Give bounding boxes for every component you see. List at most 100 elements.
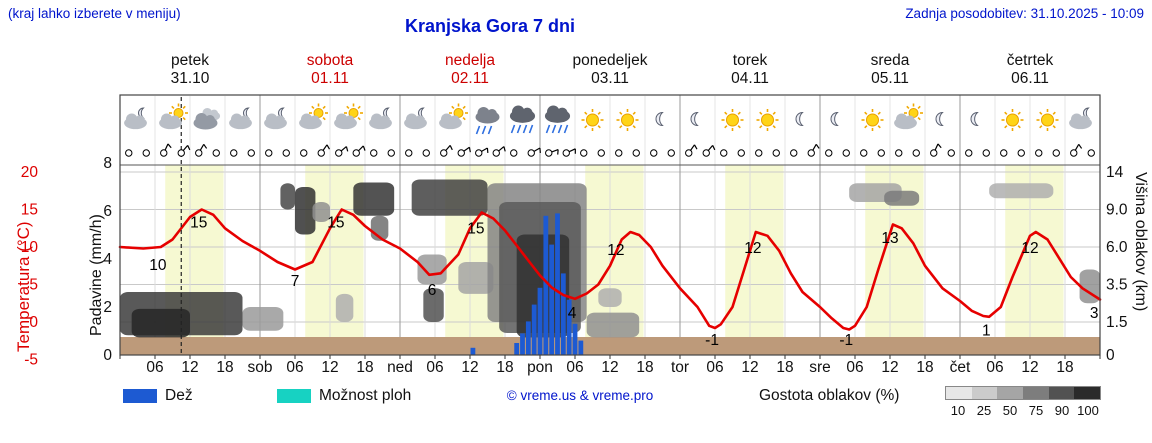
x-axis-label: 18 <box>636 359 653 376</box>
wind-calm-icon <box>650 149 658 157</box>
density-bar <box>945 386 1101 400</box>
wind-calm-icon <box>125 149 133 157</box>
wind-calm-icon <box>422 149 430 157</box>
weather-icon-sun-cloud <box>894 103 923 130</box>
rain-bar <box>514 343 520 355</box>
weather-icon-sun-cloud <box>299 103 328 130</box>
wind-calm-icon <box>912 149 920 157</box>
wind-barb-icon <box>702 144 716 157</box>
x-axis-label: 06 <box>146 359 163 376</box>
wind-calm-icon <box>1087 149 1095 157</box>
x-axis-label: 06 <box>286 359 303 376</box>
weather-icon-moon-cloud <box>1069 107 1092 130</box>
density-labels: 10 25 50 75 90 100 <box>945 403 1101 418</box>
cloud-layer <box>312 202 330 222</box>
weather-icon-moon-cloud <box>404 107 427 130</box>
day-date: 06.11 <box>1011 70 1049 87</box>
density-swatch <box>997 387 1024 399</box>
weather-icon-moon <box>935 111 944 127</box>
weather-icon-sun-cloud <box>439 103 468 130</box>
cloud-layer <box>295 187 316 235</box>
wind-calm-icon <box>842 149 850 157</box>
x-axis-label: 06 <box>846 359 863 376</box>
density-tick-label: 90 <box>1054 403 1070 418</box>
wind-barb-icon <box>1070 143 1083 157</box>
x-axis-label: 18 <box>356 359 373 376</box>
wind-barb-icon <box>930 143 942 157</box>
x-axis-label: 12 <box>321 359 338 376</box>
cloud-layer <box>411 179 488 216</box>
x-axis-label: 12 <box>601 359 618 376</box>
x-axis-label: 12 <box>1021 359 1038 376</box>
terrain-band <box>120 337 1100 355</box>
day-date: 03.11 <box>591 70 629 87</box>
density-swatch <box>1074 387 1101 399</box>
location-hint: (kraj lahko izberete v meniju) <box>8 6 181 21</box>
weather-icon-sun <box>721 109 744 131</box>
x-axis-label: 12 <box>881 359 898 376</box>
precip-axis-tick: 0 <box>103 347 112 364</box>
wind-calm-icon <box>370 149 378 157</box>
temp-value-label: 6 <box>428 282 437 299</box>
day-name: četrtek <box>1006 52 1054 69</box>
day-header-ponedeljek: ponedeljek 03.11 <box>540 52 680 88</box>
temp-value-label: 3 <box>1090 305 1099 322</box>
wind-calm-icon <box>982 149 990 157</box>
day-date: 01.11 <box>311 70 349 87</box>
temp-value-label: 12 <box>744 240 761 257</box>
rain-legend-label: Dež <box>165 387 193 404</box>
cloud-layer <box>280 183 295 210</box>
weather-icon-moon <box>970 111 979 127</box>
weather-icon-sun <box>861 109 884 131</box>
credit-link[interactable]: © vreme.us & vreme.pro <box>506 388 654 403</box>
temp-axis-tick: -5 <box>24 352 38 369</box>
wind-calm-icon <box>387 149 395 157</box>
wind-barb-icon <box>685 144 698 157</box>
rain-bar <box>470 347 476 355</box>
x-axis-label: 06 <box>706 359 723 376</box>
wind-barb-icon <box>527 147 541 157</box>
rain-bar <box>560 273 566 355</box>
wind-calm-icon <box>230 149 238 157</box>
weather-icon-sun <box>1001 109 1024 131</box>
weather-icon-sun <box>581 109 604 131</box>
day-date: 04.11 <box>731 70 769 87</box>
cloud-axis-tick: 9.0 <box>1106 202 1128 219</box>
wind-calm-icon <box>405 149 413 157</box>
day-header-petek: petek 31.10 <box>120 52 260 88</box>
cloud-layer <box>458 262 494 294</box>
wind-barb-icon <box>160 143 172 157</box>
x-axis-label: 12 <box>461 359 478 376</box>
weather-icon-moon-cloud <box>369 107 392 130</box>
precip-axis-tick: 8 <box>103 155 112 172</box>
x-axis-label: 06 <box>426 359 443 376</box>
daylight-band <box>725 165 784 355</box>
temp-axis-tick: 20 <box>21 164 39 181</box>
wind-calm-icon <box>667 149 675 157</box>
day-header-sreda: sreda 05.11 <box>820 52 960 88</box>
density-tick-label: 10 <box>950 403 966 418</box>
last-updated: Zadnja posodobitev: 31.10.2025 - 10:09 <box>905 6 1144 21</box>
x-axis-label: sre <box>809 359 831 376</box>
rain-bar <box>555 213 560 355</box>
density-swatch <box>971 387 998 399</box>
weather-icon-sun <box>756 109 779 131</box>
wind-calm-icon <box>790 149 798 157</box>
wind-calm-icon <box>772 149 780 157</box>
temp-value-label: 12 <box>607 242 624 259</box>
temp-value-label: -1 <box>839 332 853 349</box>
wind-barb-icon <box>807 143 820 157</box>
day-header-torek: torek 04.11 <box>680 52 820 88</box>
cloud-layer <box>423 288 444 322</box>
rain-bar <box>525 321 531 355</box>
density-swatch <box>1048 387 1075 399</box>
rain-bar <box>578 340 584 355</box>
x-axis-label: 18 <box>496 359 513 376</box>
temp-value-label: 15 <box>467 220 484 237</box>
weather-icon-moon <box>830 111 839 127</box>
x-axis-label: 12 <box>181 359 198 376</box>
x-axis-label: 18 <box>216 359 233 376</box>
wind-barb-icon <box>317 144 331 157</box>
rain-swatch <box>123 389 157 403</box>
